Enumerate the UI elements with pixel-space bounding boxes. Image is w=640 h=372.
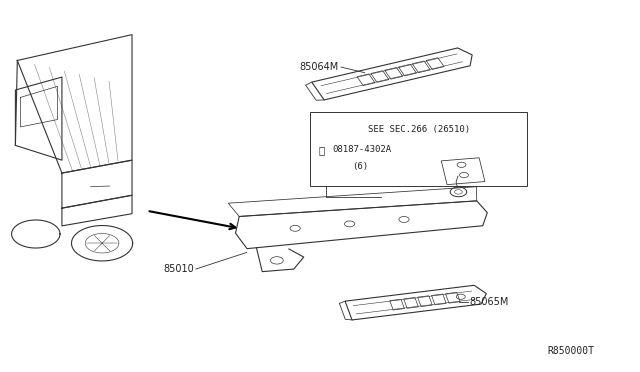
Text: R850000T: R850000T — [547, 346, 594, 356]
Text: (6): (6) — [352, 162, 368, 171]
Bar — [310, 112, 527, 186]
Text: 85010: 85010 — [163, 264, 194, 274]
Text: 85065M: 85065M — [470, 297, 509, 307]
Text: 08187-4302A: 08187-4302A — [333, 145, 392, 154]
Text: 85064M: 85064M — [300, 62, 339, 72]
Text: SEE SEC.266 (26510): SEE SEC.266 (26510) — [368, 125, 470, 134]
Text: Ⓑ: Ⓑ — [319, 145, 325, 155]
